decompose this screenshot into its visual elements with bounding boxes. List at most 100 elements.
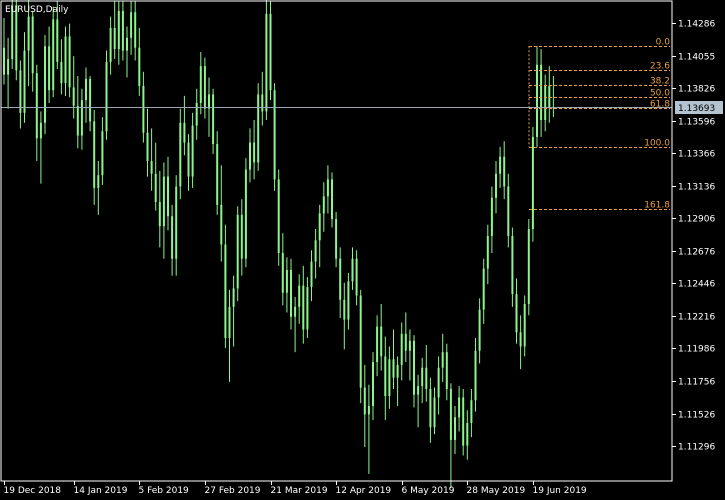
- candle-body: [445, 352, 448, 389]
- price-tick-label: 1.11296: [678, 443, 715, 453]
- candle-body: [64, 36, 67, 84]
- candle-body: [232, 288, 235, 307]
- candles-layer: [3, 0, 555, 489]
- candle: [52, 6, 55, 98]
- price-tick-label: 1.11986: [678, 345, 715, 355]
- candle-body: [236, 214, 239, 289]
- candle-body: [396, 364, 399, 378]
- candle: [400, 322, 403, 381]
- time-tick-label: 27 Feb 2019: [205, 486, 261, 496]
- candle: [404, 312, 407, 363]
- candle-body: [85, 78, 87, 101]
- candle-body: [23, 50, 26, 113]
- candle: [495, 161, 497, 214]
- candle-body: [68, 36, 71, 88]
- candle: [445, 343, 448, 401]
- candle-body: [449, 388, 452, 440]
- candle-body: [39, 122, 42, 139]
- time-tick-label: 21 Mar 2019: [271, 486, 328, 496]
- candle-body: [302, 285, 305, 330]
- price-tick-label: 1.13596: [678, 118, 715, 128]
- candle-body: [150, 161, 153, 174]
- candle-body: [261, 94, 264, 112]
- candle: [80, 88, 83, 150]
- candle: [232, 275, 235, 347]
- time-tick-label: 6 May 2019: [402, 486, 455, 496]
- time-axis[interactable]: 19 Dec 2018 14 Jan 2019 5 Feb 2019 27 Feb 2…: [4, 481, 587, 496]
- candle: [441, 333, 444, 382]
- candle: [376, 315, 379, 377]
- candle-body: [285, 270, 288, 293]
- candle-body: [224, 244, 227, 338]
- candle: [240, 199, 243, 276]
- candle: [343, 282, 346, 350]
- candle-body: [199, 66, 202, 103]
- candle-body: [351, 258, 354, 282]
- candle: [60, 39, 63, 95]
- candle: [290, 258, 292, 330]
- candle: [130, 1, 133, 55]
- candle-body: [548, 85, 551, 108]
- candle: [273, 83, 276, 191]
- candle-body: [454, 417, 456, 440]
- candle: [478, 298, 481, 364]
- chart-title: EURUSD,Daily: [5, 5, 69, 15]
- candle: [318, 204, 321, 268]
- candle-body: [11, 5, 14, 60]
- candle-body: [384, 356, 387, 397]
- candle: [277, 169, 280, 266]
- candle: [298, 274, 301, 324]
- candle: [462, 388, 465, 456]
- candle-body: [507, 186, 510, 237]
- candle-body: [97, 175, 100, 188]
- candle: [244, 158, 247, 268]
- candle: [454, 405, 456, 455]
- price-axis[interactable]: 1.14286 1.14055 1.13826 1.13596 1.13366 1.131…: [672, 20, 715, 453]
- candle-body: [339, 258, 342, 300]
- candle-body: [466, 422, 469, 446]
- candle-body: [359, 295, 362, 388]
- candle: [216, 131, 219, 215]
- candle: [167, 156, 169, 231]
- candle-body: [400, 333, 403, 365]
- candle: [548, 66, 551, 123]
- candle-body: [126, 37, 128, 51]
- candle: [527, 219, 530, 316]
- candle: [486, 224, 489, 285]
- candle: [199, 51, 202, 115]
- fibonacci-retracement[interactable]: 0.0 23.6 38.2 50.061.8 100.0 161.8: [528, 38, 671, 211]
- candle-body: [511, 236, 514, 295]
- candle: [228, 289, 231, 382]
- candle: [179, 108, 182, 200]
- current-price-tag: 1.13693: [675, 101, 723, 114]
- candle-body: [408, 340, 411, 351]
- candle: [224, 224, 227, 348]
- candle: [347, 272, 350, 330]
- candle-body: [544, 85, 547, 120]
- candle: [544, 74, 547, 132]
- candle-body: [7, 59, 10, 75]
- candle: [212, 88, 215, 154]
- candle-body: [515, 294, 518, 333]
- candle-body: [478, 309, 481, 351]
- candle: [158, 170, 161, 248]
- candle-body: [162, 176, 165, 227]
- candle: [474, 337, 477, 412]
- candle-body: [19, 70, 22, 113]
- candle: [265, 0, 268, 120]
- fib-level-label: 0.0: [656, 38, 671, 48]
- candle: [540, 49, 543, 137]
- candle: [392, 329, 395, 389]
- candle: [11, 0, 14, 69]
- candle-body: [154, 173, 157, 203]
- current-price-tag-bg: [675, 101, 723, 114]
- candle-body: [52, 19, 55, 91]
- candle: [121, 1, 124, 61]
- candle: [220, 165, 223, 262]
- candle: [134, 1, 137, 61]
- candle: [154, 142, 157, 211]
- candle-body: [216, 144, 219, 205]
- candle: [56, 1, 59, 69]
- candle-body: [146, 132, 149, 161]
